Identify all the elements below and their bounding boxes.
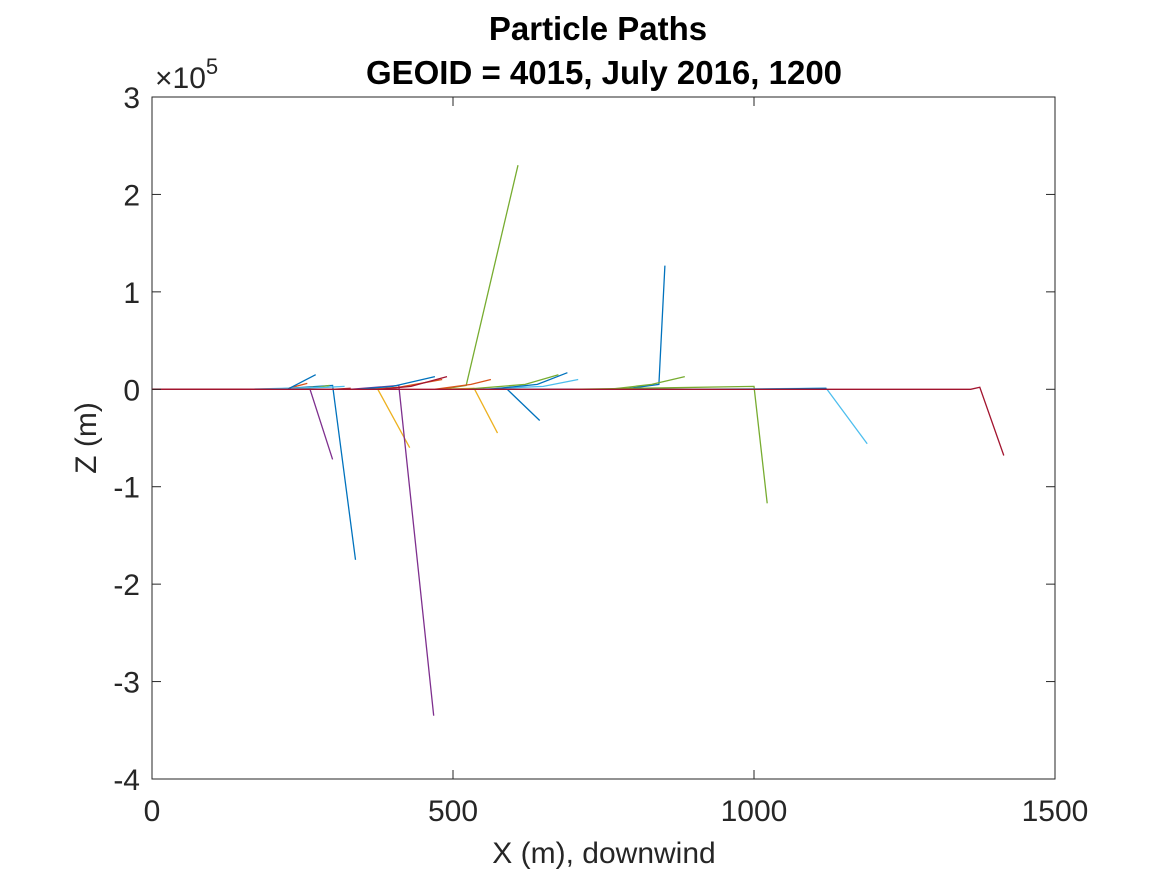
particle-path-24 bbox=[573, 385, 768, 504]
axis-ticks bbox=[151, 96, 1056, 780]
x-tick-label: 1000 bbox=[721, 795, 788, 828]
y-exponent-label: ×105 bbox=[155, 54, 218, 95]
chart-title: Particle Paths bbox=[489, 10, 707, 47]
chart-subtitle: GEOID = 4015, July 2016, 1200 bbox=[366, 54, 842, 91]
particle-path-23 bbox=[609, 375, 685, 390]
y-tick-label: 2 bbox=[123, 179, 140, 212]
particle-path-27 bbox=[152, 386, 1005, 456]
y-exponent-base: ×10 bbox=[155, 62, 206, 95]
particle-path-13 bbox=[356, 375, 436, 390]
y-axis-label: Z (m) bbox=[70, 402, 103, 474]
particle-path-18 bbox=[464, 374, 559, 390]
y-tick-label: -1 bbox=[113, 472, 140, 505]
y-tick-label: -3 bbox=[113, 667, 140, 700]
y-tick-label: 1 bbox=[123, 277, 140, 310]
x-tick-label: 500 bbox=[428, 795, 478, 828]
y-tick-label: 0 bbox=[123, 374, 140, 407]
y-tick-label: -4 bbox=[113, 764, 140, 797]
particle-path-16 bbox=[434, 378, 492, 390]
plot-area bbox=[151, 96, 1056, 780]
x-tick-label: 1500 bbox=[1022, 795, 1089, 828]
particle-path-12 bbox=[380, 375, 448, 390]
particle-path-20 bbox=[489, 372, 568, 390]
y-exponent-power: 5 bbox=[206, 54, 218, 79]
y-tick-label: 3 bbox=[123, 82, 140, 115]
y-tick-label: -2 bbox=[113, 569, 140, 602]
x-tick-label: 0 bbox=[144, 795, 161, 828]
particle-path-lines bbox=[152, 165, 1005, 716]
y-tick-labels: 3 2 1 0 -1 -2 -3 -4 bbox=[113, 82, 140, 797]
particle-path-6 bbox=[242, 385, 345, 390]
x-tick-labels: 0 500 1000 1500 bbox=[144, 795, 1089, 828]
x-axis-label: X (m), downwind bbox=[492, 837, 715, 870]
